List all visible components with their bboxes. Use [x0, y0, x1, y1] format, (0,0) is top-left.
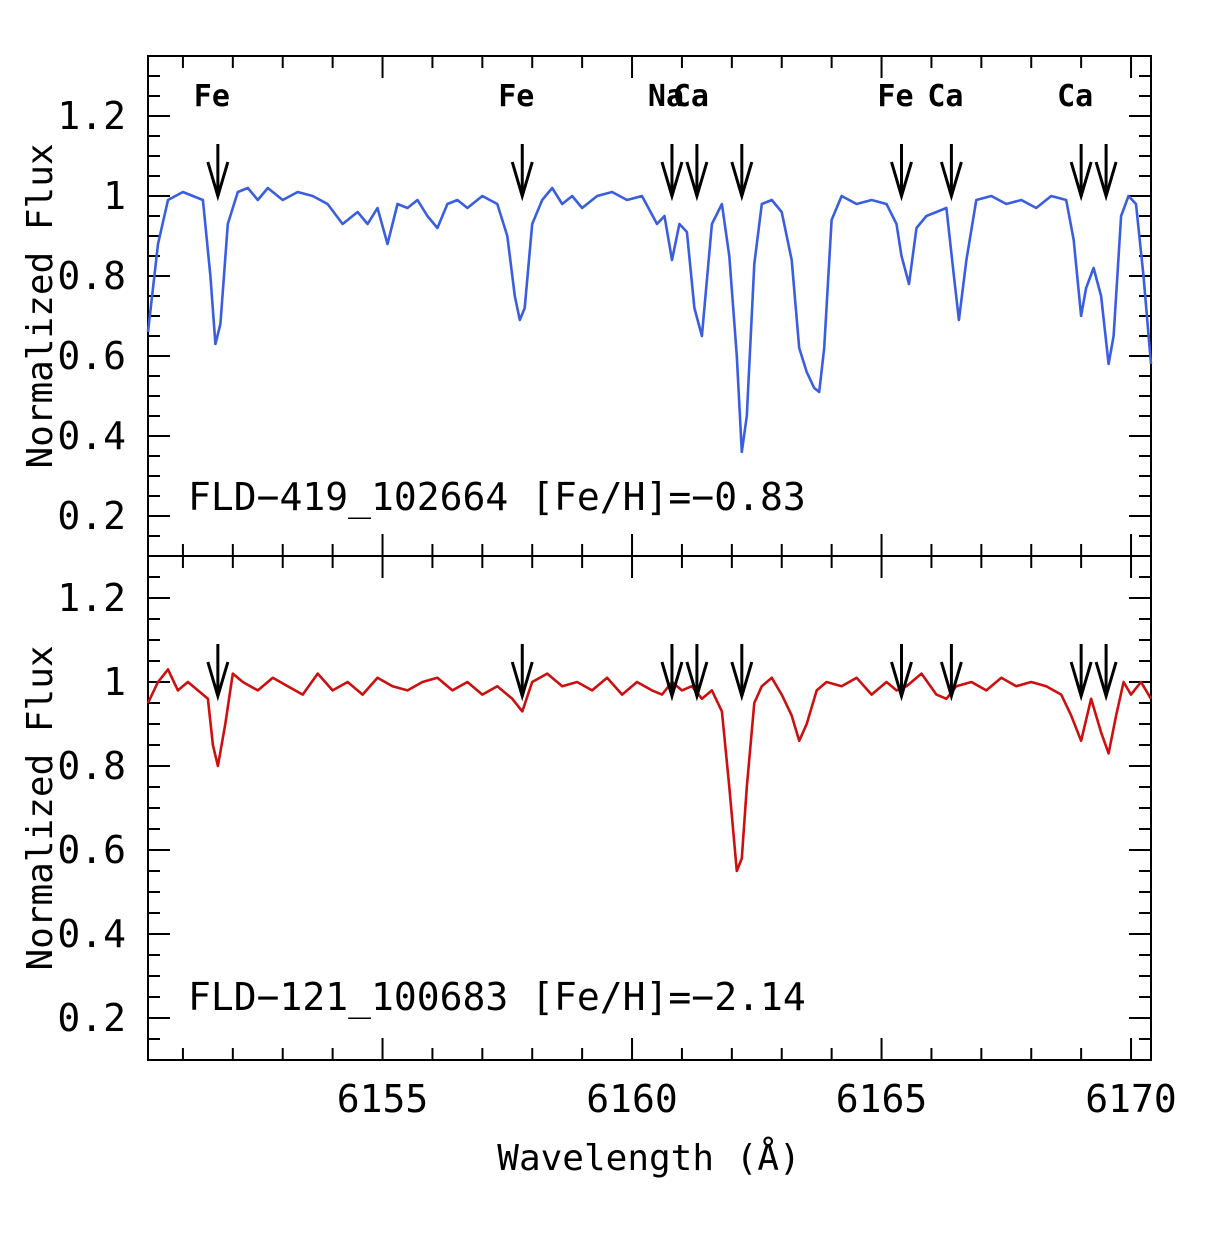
top-panel-ylabel: Normalized Flux	[20, 143, 61, 468]
x-tick-label: 6165	[836, 1077, 928, 1121]
x-tick-labels: 6155 6160 6165 6170	[337, 1077, 1177, 1121]
x-tick-label: 6160	[586, 1077, 678, 1121]
arrow-head	[685, 661, 709, 702]
arrow-head	[206, 161, 230, 202]
arrow-head	[510, 161, 534, 202]
y-tick-label: 0.6	[57, 334, 126, 378]
arrow-head	[939, 161, 963, 202]
bottom-panel: 0.2 0.4 0.6 0.8 1 1.2 Normalized Flux FLD−121…	[20, 555, 1153, 1061]
element-label: Fe	[194, 79, 230, 114]
top-panel-ticks	[148, 55, 1151, 557]
y-tick-label: 1	[103, 174, 126, 218]
y-tick-label: 0.8	[57, 744, 126, 788]
arrow-head	[206, 661, 230, 702]
bottom-panel-ylabel: Normalized Flux	[20, 645, 61, 970]
spectrum-line	[146, 668, 1153, 873]
arrow-head	[939, 661, 963, 702]
element-label: Na	[648, 79, 684, 114]
arrow-head	[730, 661, 754, 702]
arrow-head	[660, 661, 684, 702]
x-axis-label: Wavelength (Å)	[497, 1136, 800, 1179]
element-label: Ca	[927, 79, 963, 114]
arrow-head	[510, 661, 534, 702]
top-panel-ytick-labels: 0.2 0.4 0.6 0.8 1 1.2	[57, 94, 126, 538]
spectrum-line	[146, 186, 1153, 454]
y-tick-label: 1.2	[57, 94, 126, 138]
arrow-head	[1094, 161, 1118, 202]
element-label: Ca	[673, 79, 709, 114]
y-tick-label: 0.4	[57, 414, 126, 458]
element-label: Fe	[877, 79, 913, 114]
bottom-panel-arrows	[206, 644, 1118, 702]
top-panel-title: FLD−419_102664 [Fe/H]=−0.83	[188, 475, 806, 520]
bottom-panel-ticks	[148, 555, 1151, 1061]
x-tick-label: 6170	[1085, 1077, 1177, 1121]
arrow-head	[890, 161, 913, 202]
y-tick-label: 0.2	[57, 494, 126, 538]
element-label: Fe	[498, 79, 534, 114]
bottom-panel-title: FLD−121_100683 [Fe/H]=−2.14	[188, 975, 806, 1020]
top-panel-series	[146, 186, 1153, 454]
arrow-head	[685, 161, 709, 202]
y-tick-label: 1.2	[57, 576, 126, 620]
bottom-panel-series	[146, 668, 1153, 873]
y-tick-label: 0.4	[57, 912, 126, 956]
arrow-head	[1069, 661, 1093, 702]
arrow-head	[1069, 161, 1093, 202]
x-tick-label: 6155	[337, 1077, 429, 1121]
y-tick-label: 1	[103, 660, 126, 704]
arrow-head	[1094, 661, 1118, 702]
y-tick-label: 0.8	[57, 254, 126, 298]
element-label: Ca	[1057, 79, 1093, 114]
top-panel: 0.20.40.60.811.2 Normalized Flux Fe Fe NaC…	[20, 55, 1153, 557]
bottom-panel-ytick-labels: 0.2 0.4 0.6 0.8 1 1.2	[57, 576, 126, 1040]
y-tick-label: 0.2	[57, 996, 126, 1040]
arrow-head	[660, 161, 684, 202]
arrow-head	[730, 161, 754, 202]
arrow-head	[890, 661, 913, 702]
y-tick-label: 0.6	[57, 828, 126, 872]
